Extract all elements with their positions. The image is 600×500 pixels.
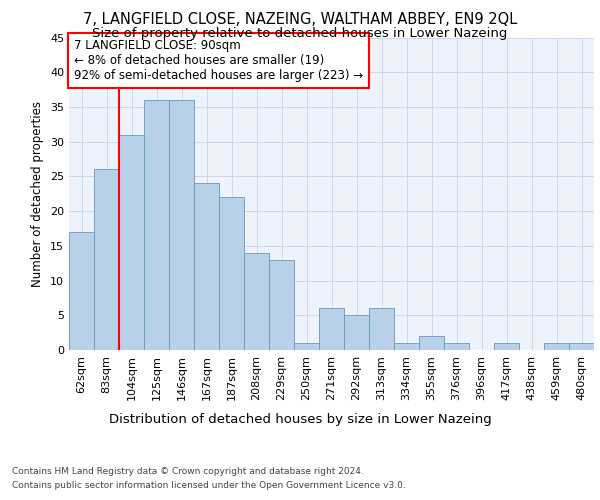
Text: Contains public sector information licensed under the Open Government Licence v3: Contains public sector information licen… [12,481,406,490]
Bar [219,197,244,350]
Bar [119,134,144,350]
Text: 7 LANGFIELD CLOSE: 90sqm
← 8% of detached houses are smaller (19)
92% of semi-de: 7 LANGFIELD CLOSE: 90sqm ← 8% of detache… [74,39,364,82]
Text: Distribution of detached houses by size in Lower Nazeing: Distribution of detached houses by size … [109,412,491,426]
Bar [544,343,569,350]
Bar [169,100,194,350]
Bar [69,232,94,350]
Bar [319,308,344,350]
Bar [419,336,444,350]
Bar [294,343,319,350]
Bar [144,100,169,350]
Bar [244,253,269,350]
Bar [494,343,519,350]
Bar [569,343,594,350]
Bar [394,343,419,350]
Text: Size of property relative to detached houses in Lower Nazeing: Size of property relative to detached ho… [92,28,508,40]
Bar [344,316,369,350]
Bar [444,343,469,350]
Bar [369,308,394,350]
Bar [269,260,294,350]
Text: 7, LANGFIELD CLOSE, NAZEING, WALTHAM ABBEY, EN9 2QL: 7, LANGFIELD CLOSE, NAZEING, WALTHAM ABB… [83,12,517,28]
Text: Contains HM Land Registry data © Crown copyright and database right 2024.: Contains HM Land Registry data © Crown c… [12,468,364,476]
Y-axis label: Number of detached properties: Number of detached properties [31,101,44,287]
Bar [94,170,119,350]
Bar [194,184,219,350]
